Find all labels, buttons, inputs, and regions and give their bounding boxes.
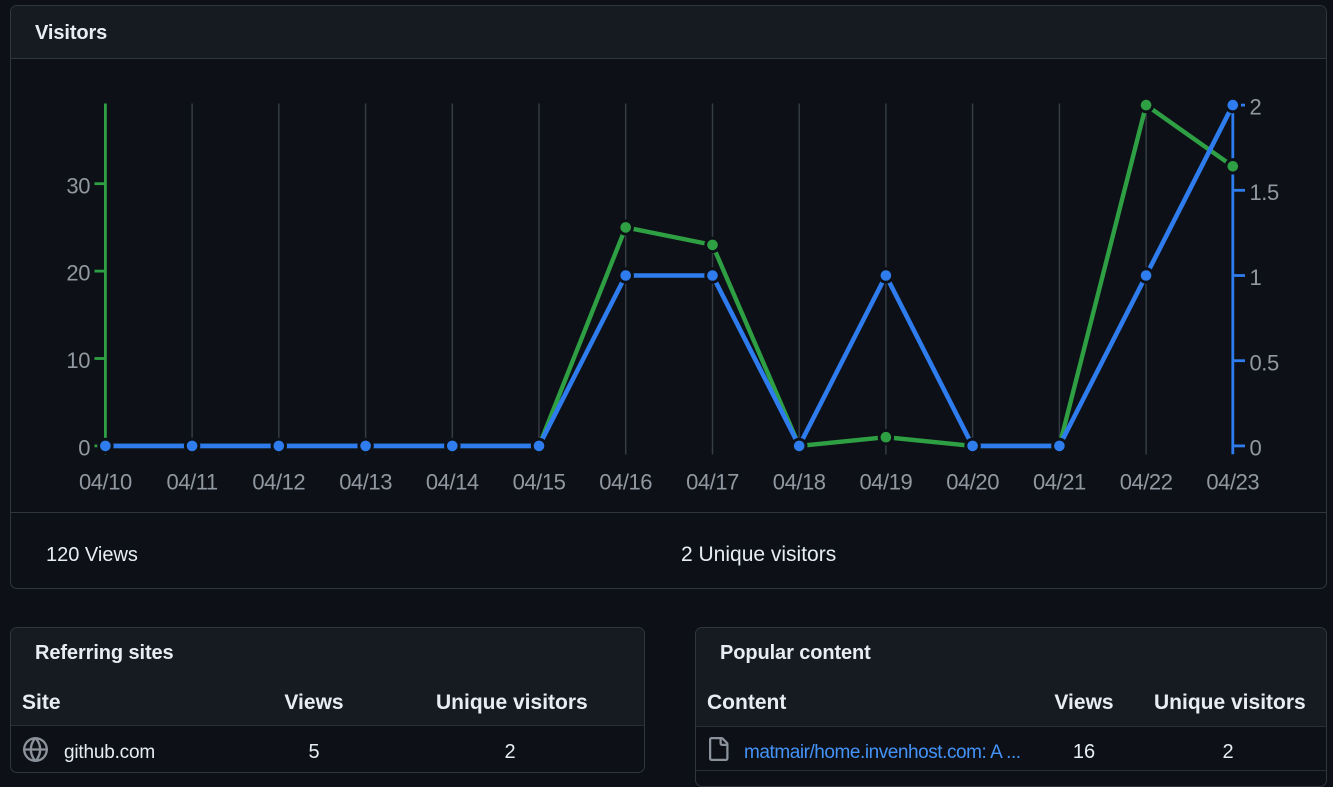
svg-text:04/10: 04/10 (79, 470, 132, 495)
svg-text:1.5: 1.5 (1250, 180, 1279, 205)
svg-text:04/17: 04/17 (686, 470, 739, 495)
svg-text:04/18: 04/18 (773, 470, 826, 495)
svg-text:30: 30 (66, 173, 90, 198)
svg-text:0: 0 (1250, 436, 1262, 461)
svg-text:04/12: 04/12 (252, 470, 305, 495)
svg-text:0.5: 0.5 (1250, 350, 1279, 375)
svg-text:10: 10 (66, 348, 90, 373)
svg-text:04/20: 04/20 (946, 470, 999, 495)
svg-text:04/21: 04/21 (1033, 470, 1086, 495)
svg-text:04/19: 04/19 (859, 470, 912, 495)
svg-text:04/13: 04/13 (339, 470, 392, 495)
svg-text:2: 2 (1250, 95, 1262, 120)
svg-text:04/15: 04/15 (513, 470, 566, 495)
svg-text:1: 1 (1250, 265, 1262, 290)
svg-text:04/14: 04/14 (426, 470, 479, 495)
svg-text:04/23: 04/23 (1206, 470, 1259, 495)
svg-text:0: 0 (78, 436, 90, 461)
svg-text:04/22: 04/22 (1120, 470, 1173, 495)
svg-text:20: 20 (66, 261, 90, 286)
svg-text:04/16: 04/16 (599, 470, 652, 495)
svg-text:04/11: 04/11 (167, 470, 218, 495)
